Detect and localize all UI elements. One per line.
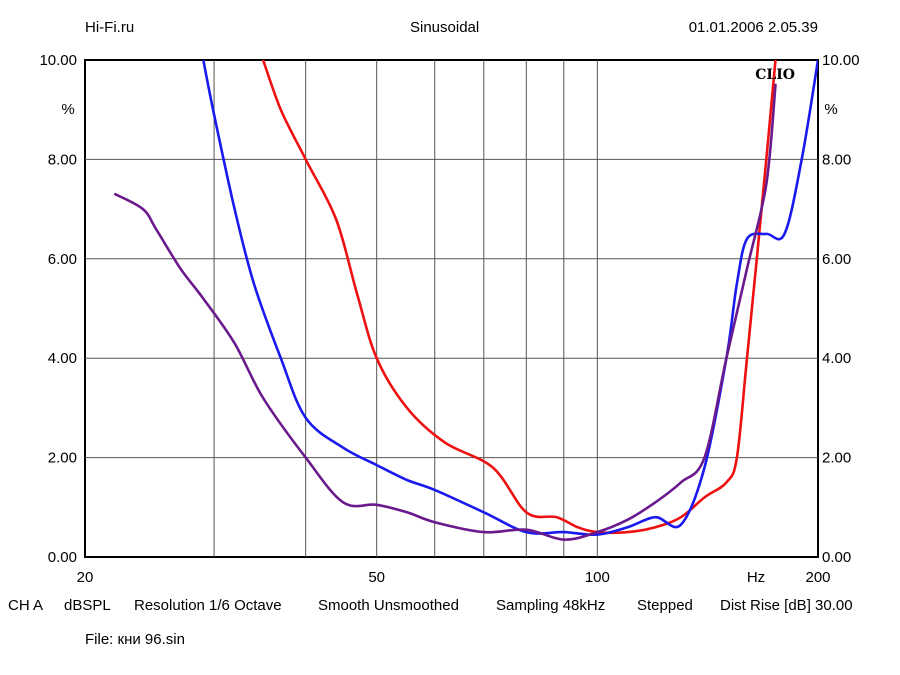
x-tick-label: 200 bbox=[805, 569, 830, 586]
resolution-label: Resolution 1/6 Octave bbox=[134, 597, 282, 614]
x-tick-label: 100 bbox=[585, 569, 610, 586]
y-tick-label-left: 4.00 bbox=[48, 350, 77, 367]
series-line-red bbox=[261, 60, 777, 535]
file-label: File: кни 96.sin bbox=[85, 631, 185, 648]
y-tick-label-left: 10.00 bbox=[39, 52, 77, 69]
clio-logo: CLIO bbox=[755, 67, 795, 83]
y-tick-label-right: 4.00 bbox=[822, 350, 851, 367]
series-line-blue bbox=[202, 60, 818, 537]
y-tick-label-left: 0.00 bbox=[48, 549, 77, 566]
y-tick-label-left: 6.00 bbox=[48, 251, 77, 268]
dist-rise-label: Dist Rise [dB] 30.00 bbox=[720, 597, 853, 614]
x-unit-label: Hz bbox=[747, 569, 765, 586]
x-tick-label: 50 bbox=[368, 569, 385, 586]
y-tick-label-right: 10.00 bbox=[822, 52, 860, 69]
y-axis-right: 0.00 2.00 4.00 6.00 8.00 10.00% bbox=[822, 52, 860, 566]
sampling-label: Sampling 48kHz bbox=[496, 597, 606, 614]
y-tick-label-right: 0.00 bbox=[822, 549, 851, 566]
y-tick-label-right: 6.00 bbox=[822, 251, 851, 268]
series-line-purple bbox=[114, 83, 777, 541]
y-unit-label-left: % bbox=[61, 101, 74, 118]
series-layer bbox=[114, 60, 818, 541]
unit-label: dBSPL bbox=[64, 597, 111, 614]
x-axis: 20 50 100 200 Hz bbox=[77, 569, 831, 586]
x-tick-label: 20 bbox=[77, 569, 94, 586]
plot-area bbox=[84, 59, 819, 558]
header-source: Hi-Fi.ru bbox=[85, 19, 135, 36]
smoothing-label: Smooth Unsmoothed bbox=[318, 597, 459, 614]
stepping-label: Stepped bbox=[637, 597, 693, 614]
y-tick-label-left: 2.00 bbox=[48, 450, 77, 467]
grid bbox=[85, 60, 818, 557]
header-mode: Sinusoidal bbox=[410, 19, 480, 36]
y-axis-left: 0.00 2.00 4.00 6.00 8.00 10.00% bbox=[39, 52, 77, 566]
y-tick-label-left: 8.00 bbox=[48, 151, 77, 168]
y-tick-label-right: 8.00 bbox=[822, 151, 851, 168]
header-datetime: 01.01.2006 2.05.39 bbox=[688, 19, 818, 36]
y-tick-label-right: 2.00 bbox=[822, 450, 851, 467]
channel-label: CH A bbox=[8, 597, 44, 614]
y-unit-label-right: % bbox=[824, 101, 837, 118]
